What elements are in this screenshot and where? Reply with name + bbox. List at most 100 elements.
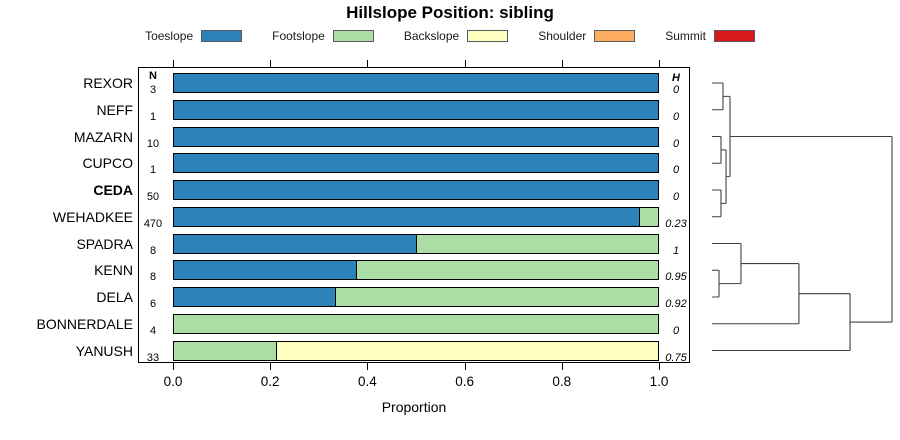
legend-item-shoulder: Shoulder xyxy=(538,29,636,43)
bar-segment-toeslope xyxy=(174,261,356,280)
legend-label: Footslope xyxy=(272,29,325,43)
n-value: 3 xyxy=(149,84,157,96)
row-label-yanush: YANUSH xyxy=(75,342,133,359)
chart-title: Hillslope Position: sibling xyxy=(346,3,554,22)
h-value: 0 xyxy=(672,110,680,123)
row-label-spadra: SPADRA xyxy=(76,235,133,252)
axis-tick-label: 0.2 xyxy=(260,374,280,389)
axis-tick-top xyxy=(561,60,563,67)
axis-tick-top xyxy=(173,60,174,67)
bar-yanush xyxy=(173,340,659,361)
axis-tick-top xyxy=(464,60,466,67)
bar-segment-toeslope xyxy=(174,207,639,226)
row-label-cupco: CUPCO xyxy=(82,155,133,172)
bar-segment-toeslope xyxy=(174,74,658,92)
dendrogram-lines xyxy=(712,82,893,352)
h-value: 1 xyxy=(672,244,680,257)
bar-segment-footslope xyxy=(638,207,658,226)
axis-tick-bottom xyxy=(561,363,563,370)
n-value: 470 xyxy=(143,217,163,230)
row-label-neff: NEFF xyxy=(96,101,133,118)
bar-bonnerdale xyxy=(173,313,659,334)
bar-segment-footslope xyxy=(335,288,658,306)
row-label-kenn: KENN xyxy=(94,262,133,279)
row-label-mazarn: MAZARN xyxy=(73,128,133,145)
axis-tick-label: 0.0 xyxy=(163,374,183,389)
h-value: 0.95 xyxy=(665,271,687,284)
bar-cupco xyxy=(173,153,659,174)
bar-neff xyxy=(173,99,659,120)
axis-tick-bottom xyxy=(464,363,466,370)
row-label-ceda: CEDA xyxy=(93,182,133,198)
n-value: 8 xyxy=(149,271,157,284)
axis-tick-label: 0.4 xyxy=(358,374,377,389)
bar-segment-toeslope xyxy=(174,288,336,306)
legend-label: Shoulder xyxy=(538,29,587,43)
axis-tick-top xyxy=(659,60,660,67)
bar-segment-footslope xyxy=(355,261,658,280)
legend-swatch-toeslope xyxy=(201,30,243,42)
bar-segment-footslope xyxy=(174,314,658,333)
legend-item-footslope: Footslope xyxy=(272,29,374,43)
legend-swatch-footslope xyxy=(332,30,374,42)
row-label-rexor: REXOR xyxy=(83,75,133,91)
h-column-header: H xyxy=(672,72,680,84)
bar-segment-backslope xyxy=(275,341,658,360)
legend-item-toeslope: Toeslope xyxy=(145,29,243,43)
axis-tick-label: 0.8 xyxy=(552,374,572,389)
n-value: 50 xyxy=(146,191,160,203)
n-value: 1 xyxy=(149,164,157,177)
bar-segment-toeslope xyxy=(174,181,658,199)
axis-tick-top xyxy=(367,60,369,67)
legend-swatch-shoulder xyxy=(594,30,636,42)
bar-mazarn xyxy=(173,126,659,147)
x-axis-label: Proportion xyxy=(381,399,447,415)
row-label-bonnerdale: BONNERDALE xyxy=(36,315,133,332)
bar-segment-footslope xyxy=(416,234,658,253)
axis-tick-bottom xyxy=(173,363,174,370)
legend-swatch-summit xyxy=(713,30,755,42)
n-value: 4 xyxy=(149,324,157,337)
axis-tick-bottom xyxy=(659,363,660,370)
h-value: 0 xyxy=(672,84,680,96)
row-label-dela: DELA xyxy=(96,289,133,305)
bar-segment-toeslope xyxy=(174,234,416,253)
bar-kenn xyxy=(173,260,659,281)
h-value: 0.23 xyxy=(665,217,687,230)
n-value: 33 xyxy=(146,351,160,364)
bar-segment-toeslope xyxy=(174,100,658,119)
legend-label: Summit xyxy=(665,29,706,43)
axis-tick-bottom xyxy=(270,363,272,370)
n-value: 6 xyxy=(149,298,157,310)
bar-segment-toeslope xyxy=(174,154,658,173)
bar-dela xyxy=(173,287,659,307)
bar-spadra xyxy=(173,233,659,254)
bar-segment-toeslope xyxy=(174,127,658,146)
n-column-header: N xyxy=(149,70,157,82)
legend-label: Backslope xyxy=(403,29,460,43)
h-value: 0 xyxy=(672,324,680,337)
legend-item-backslope: Backslope xyxy=(403,29,509,43)
legend: Toeslope Footslope Backslope Shoulder Summit xyxy=(0,29,900,43)
axis-tick-label: 1.0 xyxy=(649,374,669,389)
axis-tick-label: 0.6 xyxy=(455,374,474,389)
legend-swatch-backslope xyxy=(467,30,509,42)
h-value: 0 xyxy=(672,164,680,177)
n-value: 10 xyxy=(146,137,160,150)
axis-tick-bottom xyxy=(367,363,369,370)
bar-wehadkee xyxy=(173,206,659,227)
h-value: 0 xyxy=(672,191,680,203)
n-value: 8 xyxy=(149,244,157,257)
row-label-wehadkee: WEHADKEE xyxy=(52,208,133,225)
bar-segment-footslope xyxy=(174,341,276,360)
bar-ceda xyxy=(173,180,659,200)
n-value: 1 xyxy=(149,110,157,123)
bar-rexor xyxy=(173,73,659,93)
legend-item-summit: Summit xyxy=(665,29,755,43)
legend-label: Toeslope xyxy=(145,29,194,43)
h-value: 0 xyxy=(672,137,680,150)
axis-tick-top xyxy=(270,60,272,67)
h-value: 0.75 xyxy=(665,351,687,364)
